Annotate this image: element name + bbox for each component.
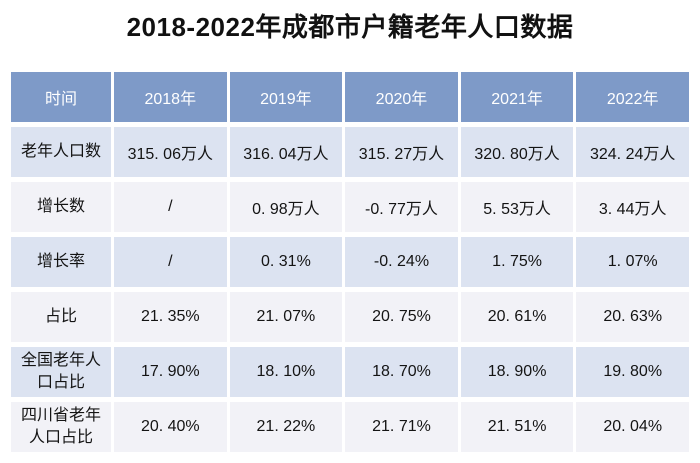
table-cell: -0. 77万人 (345, 182, 458, 232)
table-cell: / (114, 237, 227, 287)
table-cell: 3. 44万人 (576, 182, 689, 232)
table-cell: 20. 61% (460, 292, 574, 342)
table-cell: 316. 04万人 (229, 127, 343, 177)
row-label: 增长率 (11, 237, 111, 287)
elderly-population-table: 时间 2018年 2019年 2020年 2021年 2022年 老年人口数 3… (8, 67, 692, 457)
table-cell: 21. 71% (345, 402, 458, 452)
column-header-2018: 2018年 (114, 72, 227, 122)
table-cell: 18. 70% (345, 347, 458, 397)
table-cell: 21. 51% (460, 402, 574, 452)
table-cell: / (114, 182, 227, 232)
header-row: 时间 2018年 2019年 2020年 2021年 2022年 (11, 72, 689, 122)
row-label: 占比 (11, 292, 111, 342)
table-cell: -0. 24% (345, 237, 458, 287)
row-label: 增长数 (11, 182, 111, 232)
table-cell: 20. 40% (114, 402, 227, 452)
table-cell: 315. 27万人 (345, 127, 458, 177)
table-row: 全国老年人口占比 17. 90% 18. 10% 18. 70% 18. 90%… (11, 347, 689, 397)
column-header-2022: 2022年 (576, 72, 689, 122)
table-cell: 21. 35% (114, 292, 227, 342)
table-cell: 18. 90% (460, 347, 574, 397)
table-cell: 20. 75% (345, 292, 458, 342)
table-cell: 324. 24万人 (576, 127, 689, 177)
table-row: 占比 21. 35% 21. 07% 20. 75% 20. 61% 20. 6… (11, 292, 689, 342)
table-row: 增长率 / 0. 31% -0. 24% 1. 75% 1. 07% (11, 237, 689, 287)
table-cell: 5. 53万人 (460, 182, 574, 232)
table-cell: 320. 80万人 (460, 127, 574, 177)
table-row: 四川省老年人口占比 20. 40% 21. 22% 21. 71% 21. 51… (11, 402, 689, 452)
table-cell: 1. 07% (576, 237, 689, 287)
table-cell: 19. 80% (576, 347, 689, 397)
table-cell: 20. 04% (576, 402, 689, 452)
table-cell: 18. 10% (229, 347, 343, 397)
table-cell: 20. 63% (576, 292, 689, 342)
column-header-2019: 2019年 (229, 72, 343, 122)
row-label: 四川省老年人口占比 (11, 402, 111, 452)
table-cell: 21. 07% (229, 292, 343, 342)
row-label: 老年人口数 (11, 127, 111, 177)
table-row: 增长数 / 0. 98万人 -0. 77万人 5. 53万人 3. 44万人 (11, 182, 689, 232)
table-cell: 0. 98万人 (229, 182, 343, 232)
table-cell: 0. 31% (229, 237, 343, 287)
row-label: 全国老年人口占比 (11, 347, 111, 397)
column-header-2021: 2021年 (460, 72, 574, 122)
column-header-time: 时间 (11, 72, 111, 122)
column-header-2020: 2020年 (345, 72, 458, 122)
table-cell: 21. 22% (229, 402, 343, 452)
page-title: 2018-2022年成都市户籍老年人口数据 (126, 12, 574, 42)
table-cell: 17. 90% (114, 347, 227, 397)
table-cell: 315. 06万人 (114, 127, 227, 177)
table-cell: 1. 75% (460, 237, 574, 287)
table-row: 老年人口数 315. 06万人 316. 04万人 315. 27万人 320.… (11, 127, 689, 177)
